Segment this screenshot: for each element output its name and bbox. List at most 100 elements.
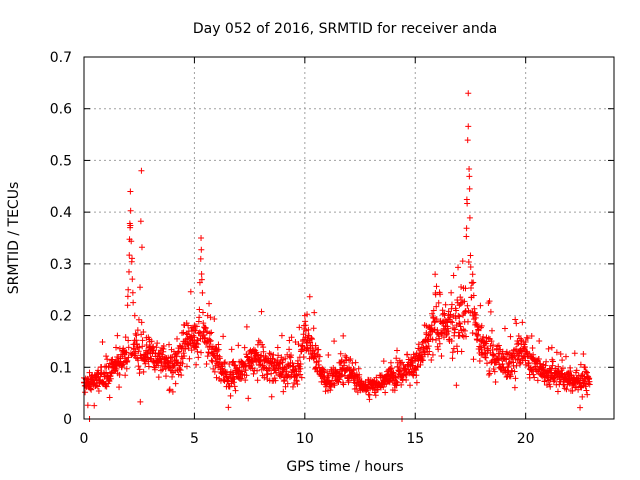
data-point xyxy=(316,353,323,360)
data-point xyxy=(457,300,464,307)
data-point xyxy=(465,258,472,265)
data-point xyxy=(541,378,548,385)
data-point xyxy=(405,366,412,373)
data-point xyxy=(554,388,561,395)
data-point xyxy=(522,357,529,364)
data-point xyxy=(327,387,334,394)
data-point xyxy=(232,387,239,394)
data-point xyxy=(413,372,420,379)
data-point xyxy=(566,379,573,386)
data-point xyxy=(449,319,456,326)
data-point xyxy=(202,334,209,341)
data-point xyxy=(293,377,300,384)
data-point xyxy=(512,375,519,382)
data-point xyxy=(512,316,519,323)
data-point xyxy=(197,255,204,262)
data-point xyxy=(135,357,142,364)
data-point xyxy=(166,386,173,393)
data-point xyxy=(122,372,129,379)
data-point xyxy=(543,358,550,365)
data-point xyxy=(125,354,132,361)
data-point xyxy=(254,351,261,358)
data-point xyxy=(215,346,222,353)
data-point xyxy=(151,366,158,373)
data-point xyxy=(342,352,349,359)
data-point xyxy=(534,377,541,384)
data-point xyxy=(131,312,138,319)
data-point xyxy=(225,404,232,411)
data-point xyxy=(426,348,433,355)
data-point xyxy=(486,370,493,377)
data-point xyxy=(280,388,287,395)
data-point xyxy=(293,372,299,379)
data-point xyxy=(562,353,569,360)
data-point xyxy=(139,343,146,350)
data-point xyxy=(204,312,211,319)
data-point xyxy=(511,368,518,375)
data-point xyxy=(525,360,532,367)
data-point xyxy=(456,302,463,309)
data-point xyxy=(294,381,301,388)
data-point xyxy=(116,384,123,391)
data-point xyxy=(425,343,432,350)
data-point xyxy=(129,289,136,296)
data-point xyxy=(188,347,195,354)
data-point xyxy=(136,344,143,351)
data-point xyxy=(116,371,123,378)
data-point xyxy=(114,353,121,360)
data-point xyxy=(516,360,523,367)
data-point xyxy=(466,165,473,172)
data-point xyxy=(221,360,228,367)
data-point xyxy=(114,332,121,339)
data-point xyxy=(122,334,129,341)
data-point xyxy=(435,346,442,353)
data-point xyxy=(507,373,514,380)
data-point xyxy=(450,345,457,352)
data-point xyxy=(282,355,289,362)
data-point xyxy=(485,335,492,342)
data-point xyxy=(125,344,132,351)
y-axis-title: SRMTID / TECUs xyxy=(6,182,22,295)
data-point xyxy=(180,329,187,336)
data-point xyxy=(283,368,290,375)
data-point xyxy=(478,322,485,329)
data-point xyxy=(250,370,257,377)
data-point xyxy=(125,337,132,344)
data-point xyxy=(465,123,472,130)
data-point xyxy=(238,368,245,375)
data-point xyxy=(227,392,234,399)
data-point xyxy=(569,387,576,394)
data-point xyxy=(207,337,214,344)
data-point xyxy=(464,302,471,309)
data-point xyxy=(206,300,213,307)
data-point xyxy=(522,348,529,355)
data-point xyxy=(447,311,454,318)
data-point xyxy=(266,366,273,373)
data-point xyxy=(387,365,394,372)
data-point xyxy=(236,364,243,371)
data-point xyxy=(450,272,457,279)
data-point xyxy=(443,330,450,337)
data-point xyxy=(223,369,230,376)
data-point xyxy=(128,351,135,358)
data-point xyxy=(352,359,359,366)
data-point xyxy=(480,333,487,340)
data-point xyxy=(103,369,110,376)
data-point xyxy=(464,200,471,207)
x-tick-label-0: 0 xyxy=(80,431,89,447)
data-point xyxy=(243,372,250,379)
data-point xyxy=(181,352,188,359)
data-point xyxy=(337,350,344,357)
data-point xyxy=(399,359,405,366)
data-point xyxy=(215,341,222,348)
data-point xyxy=(515,340,522,347)
data-point xyxy=(178,372,185,379)
data-point xyxy=(354,375,361,382)
data-point xyxy=(470,279,477,286)
data-point xyxy=(294,372,301,379)
data-point xyxy=(136,366,143,373)
data-point xyxy=(106,394,113,401)
data-point xyxy=(394,347,401,354)
data-point xyxy=(521,343,528,350)
data-point xyxy=(553,349,560,356)
